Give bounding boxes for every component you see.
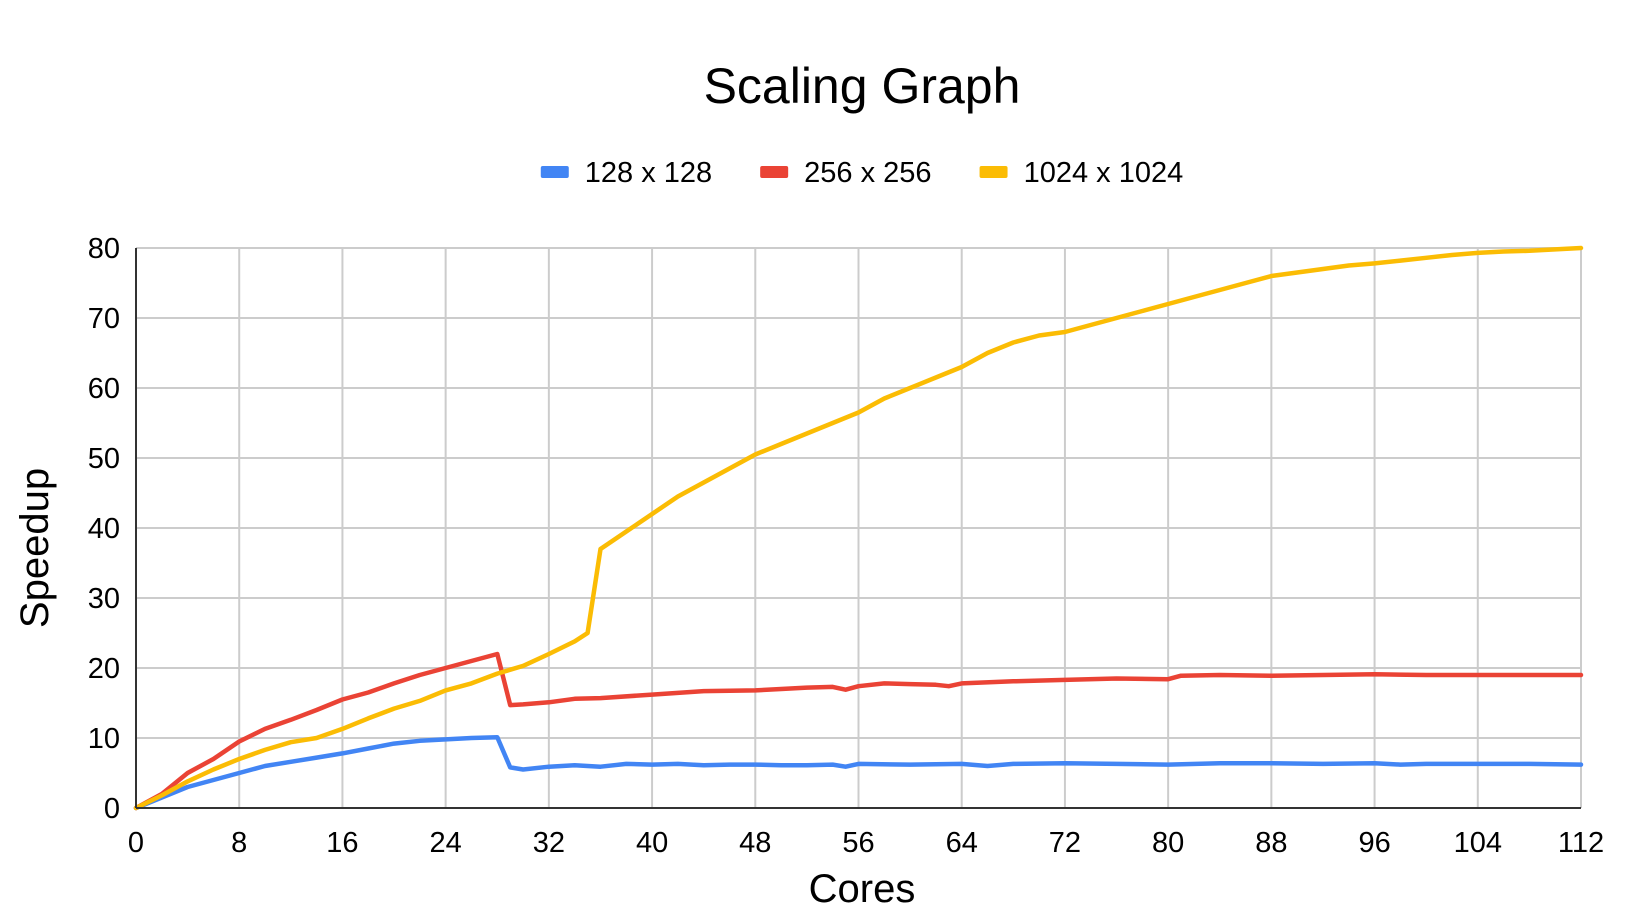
x-tick-label: 80 <box>1152 827 1184 859</box>
legend-swatch-1 <box>540 166 569 178</box>
x-tick-label: 72 <box>1049 827 1081 859</box>
x-tick-label: 96 <box>1358 827 1390 859</box>
y-tick-label: 60 <box>88 373 120 405</box>
y-tick-label: 40 <box>88 513 120 545</box>
x-tick-label: 56 <box>842 827 874 859</box>
series-line-1 <box>133 735 1584 811</box>
x-tick-label: 40 <box>636 827 668 859</box>
grid <box>136 247 1582 808</box>
x-tick-label: 112 <box>1558 827 1604 859</box>
chart-title: Scaling Graph <box>704 58 1021 114</box>
series-line-2 <box>133 651 1584 811</box>
legend-label-3: 1024 x 1024 <box>1024 157 1184 189</box>
y-tick-label: 20 <box>88 653 120 685</box>
legend-swatch-2 <box>760 166 789 178</box>
x-axis-label: Cores <box>809 867 916 911</box>
legend-label-2: 256 x 256 <box>804 157 931 189</box>
y-tick-label: 70 <box>88 303 120 335</box>
y-tick-label: 50 <box>88 443 120 475</box>
series-layer <box>133 245 1584 811</box>
legend-label-1: 128 x 128 <box>585 157 712 189</box>
x-tick-label: 32 <box>533 827 565 859</box>
y-tick-label: 10 <box>88 723 120 755</box>
y-tick-label: 30 <box>88 583 120 615</box>
y-axis-label: Speedup <box>13 468 57 628</box>
x-tick-label: 88 <box>1255 827 1287 859</box>
x-tick-label: 16 <box>326 827 358 859</box>
series-line-3 <box>133 245 1584 811</box>
x-tick-label: 48 <box>739 827 771 859</box>
legend-swatch-3 <box>979 166 1008 178</box>
legend: 128 x 128 256 x 256 1024 x 1024 <box>540 157 1184 189</box>
x-tick-label: 0 <box>128 827 144 859</box>
x-tick-label: 8 <box>231 827 247 859</box>
y-tick-label: 0 <box>104 793 120 825</box>
axes <box>135 248 1581 809</box>
x-tick-label: 64 <box>946 827 978 859</box>
x-tick-label: 104 <box>1454 827 1502 859</box>
x-tick-label: 24 <box>430 827 462 859</box>
tick-labels: 0 8 16 24 32 40 48 56 64 72 80 88 96 104 112 0 10 20 30 40 5… <box>88 233 1604 859</box>
y-tick-label: 80 <box>88 233 120 265</box>
